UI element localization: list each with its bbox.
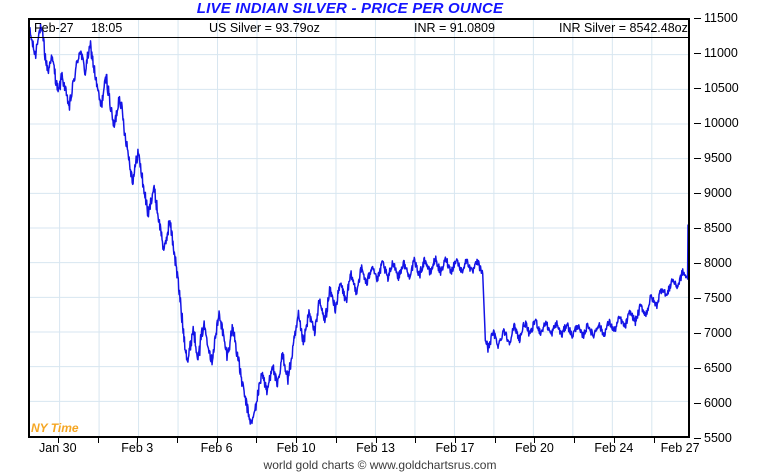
x-axis-tick xyxy=(216,438,218,443)
footer-credit: world gold charts © www.goldchartsrus.co… xyxy=(263,458,497,472)
x-axis-tick xyxy=(653,438,655,443)
y-axis-tick xyxy=(694,368,701,369)
x-axis-label: Feb 17 xyxy=(435,441,475,455)
y-axis-label: 7500 xyxy=(704,291,732,305)
x-axis-tick xyxy=(137,438,139,443)
info-time: 18:05 xyxy=(91,21,123,35)
y-axis-label: 10500 xyxy=(704,81,739,95)
info-us-silver: US Silver = 93.79oz xyxy=(209,21,320,35)
x-axis-tick xyxy=(415,438,417,443)
y-axis-tick xyxy=(694,193,701,194)
x-axis-tick xyxy=(256,438,258,443)
y-axis-label: 8000 xyxy=(704,256,732,270)
x-axis-tick xyxy=(574,438,576,443)
y-axis-tick xyxy=(694,263,701,264)
y-axis-tick xyxy=(694,403,701,404)
x-axis-tick xyxy=(613,438,615,443)
info-inr-silver: INR Silver = 8542.48oz xyxy=(559,21,688,35)
y-axis-tick xyxy=(694,18,701,19)
x-axis-tick xyxy=(176,438,178,443)
y-axis-label: 10000 xyxy=(704,116,739,130)
x-axis-label: Feb 3 xyxy=(121,441,154,455)
y-axis-label: 7000 xyxy=(704,326,732,340)
y-axis-tick xyxy=(694,53,701,54)
x-axis-tick xyxy=(57,438,59,443)
timezone-label: NY Time xyxy=(31,421,79,435)
y-axis-label: 11000 xyxy=(704,46,738,60)
x-axis-label: Feb 24 xyxy=(594,441,634,455)
info-inr-rate: INR = 91.0809 xyxy=(414,21,495,35)
y-axis-label: 11500 xyxy=(704,11,738,25)
y-axis-tick xyxy=(694,158,701,159)
y-axis-tick xyxy=(694,123,701,124)
x-axis-tick xyxy=(375,438,377,443)
x-axis-tick xyxy=(296,438,298,443)
y-axis-tick xyxy=(694,438,701,439)
page-title: LIVE INDIAN SILVER - PRICE PER OUNCE xyxy=(196,0,504,17)
y-axis-tick xyxy=(694,333,701,334)
x-axis-tick xyxy=(97,438,99,443)
y-axis-tick xyxy=(694,88,701,89)
y-axis-label: 8500 xyxy=(704,221,732,235)
plot-area xyxy=(28,18,690,438)
x-axis-tick xyxy=(494,438,496,443)
y-axis-tick xyxy=(694,228,701,229)
x-axis: Jan 30 Feb 3 Feb 6 Feb 10 Feb 13 Feb 17 Feb 20… xyxy=(0,440,760,458)
price-series xyxy=(30,23,688,425)
x-axis-label: Feb 10 xyxy=(276,441,316,455)
y-axis-label: 6000 xyxy=(704,396,732,410)
x-axis-tick xyxy=(534,438,536,443)
x-axis-label: Feb 27 xyxy=(660,441,700,455)
x-axis-ticks xyxy=(28,438,690,444)
y-axis-label: 5500 xyxy=(704,431,732,445)
y-axis-label: 9000 xyxy=(704,186,732,200)
info-date: Feb-27 xyxy=(34,21,74,35)
info-strip: Feb-27 18:05 US Silver = 93.79oz INR = 9… xyxy=(28,18,690,38)
x-axis-tick xyxy=(335,438,337,443)
y-axis-label: 6500 xyxy=(704,361,732,375)
x-axis-tick xyxy=(454,438,456,443)
x-axis-label: Feb 13 xyxy=(356,441,396,455)
x-axis-label: Feb 6 xyxy=(200,441,233,455)
x-axis-label: Feb 20 xyxy=(514,441,554,455)
x-axis-label: Jan 30 xyxy=(39,441,77,455)
y-axis-tick xyxy=(694,298,701,299)
y-axis-label: 9500 xyxy=(704,151,732,165)
y-axis: 11500 11000 10500 10000 9500 9000 8500 8000 7500… xyxy=(694,0,760,475)
